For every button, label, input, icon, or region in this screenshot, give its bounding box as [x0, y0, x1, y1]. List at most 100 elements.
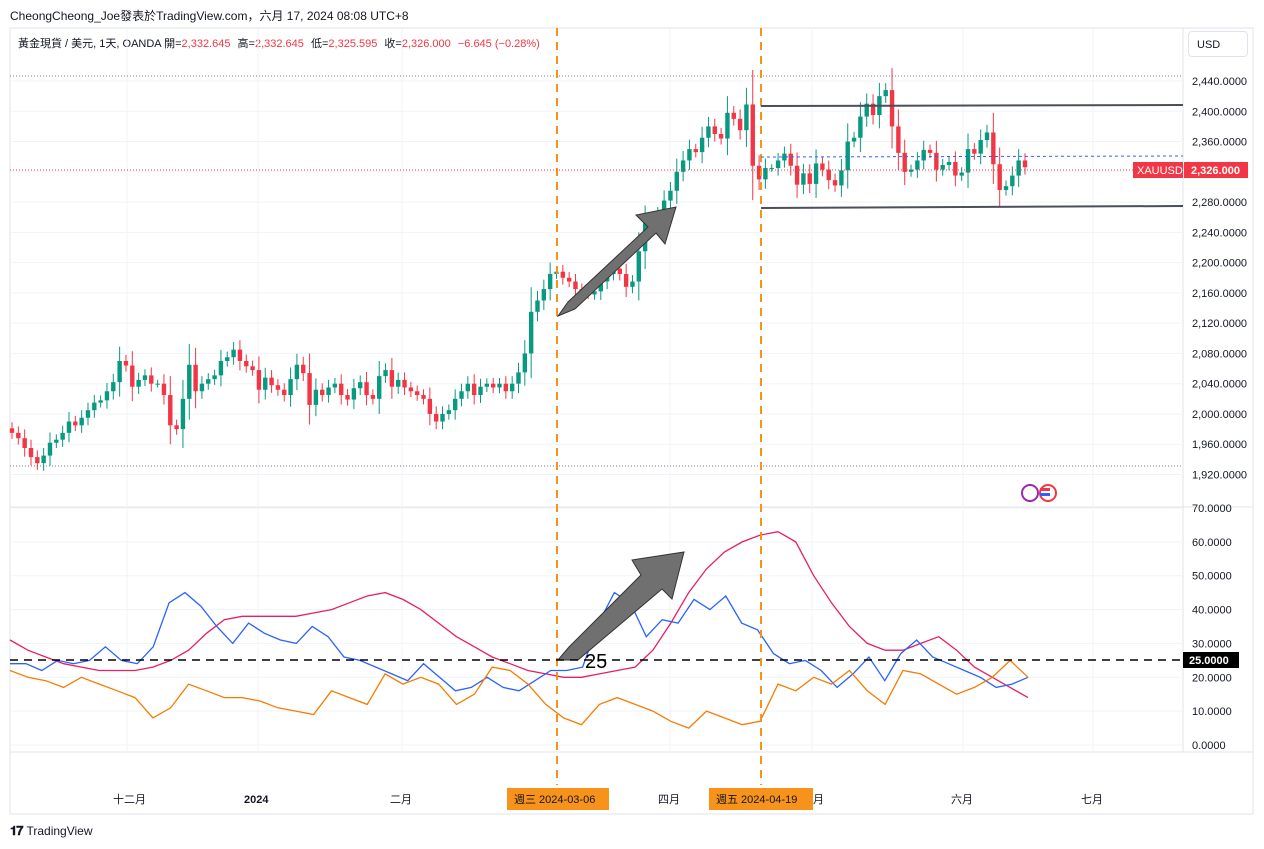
candle	[490, 378, 496, 394]
candle	[839, 158, 844, 197]
candle	[73, 415, 78, 431]
arrow-price[interactable]	[556, 206, 677, 318]
x-label-dec: 十二月	[113, 792, 146, 806]
candle	[826, 160, 831, 190]
candle	[402, 372, 407, 396]
candle	[965, 133, 971, 189]
low-label: 低=	[310, 38, 329, 50]
support-line[interactable]	[760, 205, 1184, 209]
candle	[725, 96, 730, 156]
candle	[687, 139, 692, 170]
candle	[218, 350, 224, 387]
candle	[79, 410, 84, 433]
candle	[459, 383, 464, 407]
candle	[509, 376, 515, 399]
candle	[174, 419, 179, 435]
price-tick-label: 2,400.0000	[1192, 106, 1247, 118]
price-tick-label: 2,160.0000	[1192, 288, 1247, 300]
candle	[896, 109, 901, 170]
x-label-may: 月	[813, 794, 824, 806]
candle	[535, 290, 540, 322]
candle	[763, 158, 768, 189]
close-value: 2,326.000	[401, 38, 451, 50]
candle	[927, 144, 933, 159]
candle	[794, 152, 800, 198]
open-value: 2,332.645	[181, 38, 231, 50]
midline	[760, 155, 1184, 158]
candle	[275, 379, 281, 396]
candle	[427, 387, 433, 426]
candle	[699, 126, 705, 164]
osc-tick-label: 70.0000	[1192, 503, 1232, 515]
footer-brand: TradingView	[26, 824, 93, 838]
candle	[117, 346, 122, 397]
high-value: 2,332.645	[254, 38, 304, 50]
candle	[301, 356, 306, 382]
candle	[547, 262, 553, 301]
candle	[351, 378, 357, 410]
candle	[149, 367, 154, 392]
candle	[807, 164, 812, 193]
candle	[908, 164, 914, 177]
candle	[832, 173, 838, 192]
candle	[801, 163, 806, 195]
candle	[9, 422, 15, 439]
date-marker-0306[interactable]	[507, 788, 609, 810]
candle	[978, 129, 983, 165]
date-marker-0419[interactable]	[709, 788, 813, 810]
candle	[497, 378, 502, 394]
currency-button[interactable]: USD	[1188, 31, 1248, 57]
symbol-tag-text: XAUUSD	[1137, 165, 1183, 177]
candle	[326, 379, 331, 403]
candle	[377, 360, 382, 414]
candle	[522, 340, 528, 386]
candle	[845, 123, 850, 189]
osc-tick-label: 30.0000	[1192, 638, 1232, 650]
price-tick-label: 1,920.0000	[1192, 470, 1247, 482]
candle	[718, 127, 724, 145]
osc-tick-label: 50.0000	[1192, 571, 1232, 583]
osc-tick-label: 10.0000	[1192, 706, 1232, 718]
candle	[269, 370, 274, 393]
candle	[155, 379, 160, 388]
candle	[693, 143, 698, 158]
candle	[934, 140, 939, 182]
candle	[946, 156, 952, 171]
di-minus-line	[9, 659, 1029, 729]
candle	[35, 450, 40, 470]
candle	[940, 158, 945, 176]
price-tick-label: 2,440.0000	[1192, 76, 1247, 88]
chart-frame	[9, 27, 1254, 815]
close-label: 收=	[384, 38, 402, 50]
event-flags-icon[interactable]	[1021, 484, 1057, 502]
candle	[28, 439, 34, 466]
candle	[206, 373, 211, 390]
candle	[737, 109, 743, 140]
candle	[1003, 180, 1009, 196]
candle	[991, 112, 996, 184]
publisher-line: CheongCheong_Joe發表於TradingView.com，六月 17…	[10, 9, 409, 23]
candle	[870, 94, 876, 125]
candle	[674, 158, 679, 204]
candle	[750, 70, 755, 201]
candle	[313, 378, 319, 417]
candle	[421, 389, 426, 405]
candle	[1022, 153, 1028, 175]
candle	[339, 374, 344, 405]
candle	[864, 93, 869, 127]
candle	[953, 151, 958, 187]
candle	[503, 376, 509, 399]
candle	[41, 448, 46, 471]
candle	[680, 150, 686, 182]
candle	[706, 116, 711, 148]
candle	[332, 378, 338, 394]
candle	[199, 376, 205, 399]
candle	[104, 382, 110, 409]
resistance-line[interactable]	[760, 104, 1184, 107]
candle	[484, 378, 490, 393]
candle	[180, 379, 186, 449]
arrow-adx[interactable]	[556, 551, 685, 661]
symbol-legend: 黃金現貨 / 美元, 1天, OANDA 開=2,332.645 高=2,332…	[18, 35, 544, 51]
price-tick-label: 2,040.0000	[1192, 379, 1247, 391]
